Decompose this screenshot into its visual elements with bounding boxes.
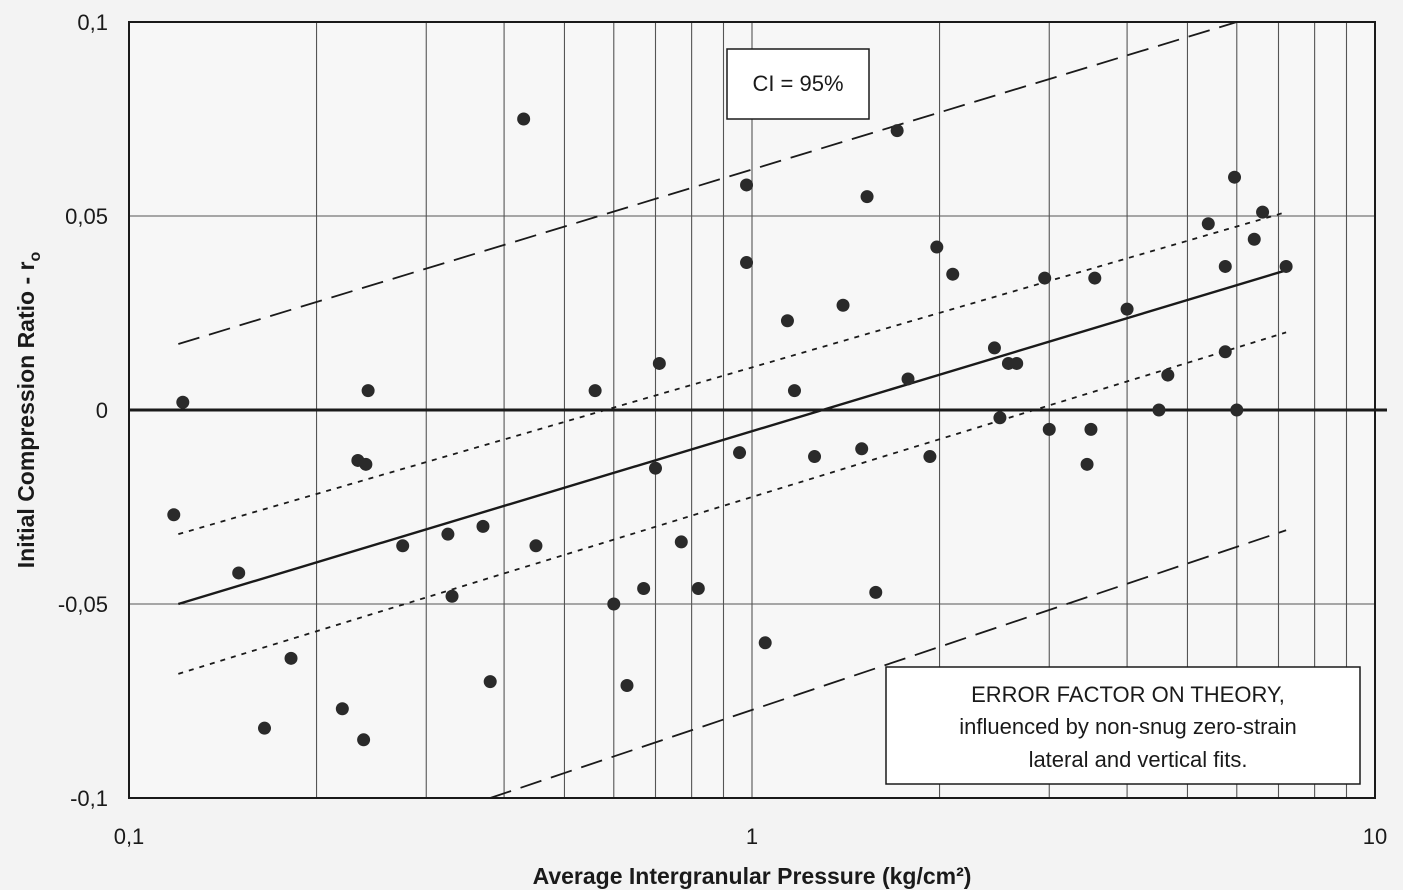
data-point xyxy=(361,384,375,398)
data-point xyxy=(476,519,490,533)
data-point xyxy=(441,527,455,541)
data-point xyxy=(787,384,801,398)
data-point xyxy=(987,341,1001,355)
data-point xyxy=(901,372,915,386)
y-tick-label: 0,1 xyxy=(77,10,108,35)
data-point xyxy=(808,450,822,464)
y-tick-label: -0,1 xyxy=(70,786,108,811)
data-point xyxy=(357,733,371,747)
data-point xyxy=(1120,302,1134,316)
x-tick-label: 0,1 xyxy=(114,824,145,849)
data-point xyxy=(836,298,850,312)
prediction-lower-line xyxy=(489,529,1287,799)
data-point xyxy=(740,256,754,270)
y-axis-label-subscript: o xyxy=(27,252,44,262)
note-line-2: influenced by non-snug zero-strain xyxy=(959,714,1297,739)
data-point xyxy=(648,461,662,475)
data-point xyxy=(529,539,543,553)
note-box: ERROR FACTOR ON THEORY, influenced by no… xyxy=(885,666,1361,785)
data-point xyxy=(780,314,794,328)
data-point xyxy=(1247,232,1261,246)
data-point xyxy=(1084,422,1098,436)
data-point xyxy=(890,124,904,138)
data-point xyxy=(1080,457,1094,471)
data-point xyxy=(758,636,772,650)
data-point xyxy=(1218,345,1232,359)
confidence-upper-line xyxy=(178,211,1287,536)
ci-label: CI = 95% xyxy=(752,71,843,96)
data-point xyxy=(167,508,181,522)
data-point xyxy=(588,384,602,398)
note-line-3: lateral and vertical fits. xyxy=(1029,747,1248,772)
data-point xyxy=(359,457,373,471)
data-point xyxy=(483,675,497,689)
prediction-upper-line xyxy=(178,21,1238,345)
ci-box: CI = 95% xyxy=(726,48,870,120)
y-axis-label: Initial Compression Ratio - ro xyxy=(13,252,44,569)
data-point xyxy=(1228,170,1242,184)
data-point xyxy=(923,450,937,464)
note-line-1: ERROR FACTOR ON THEORY, xyxy=(971,682,1285,707)
trend-lines xyxy=(177,21,1287,799)
data-point xyxy=(257,721,271,735)
data-point xyxy=(993,411,1007,425)
data-point xyxy=(1279,259,1293,273)
data-point xyxy=(1152,403,1166,417)
data-point xyxy=(607,597,621,611)
data-point xyxy=(855,442,869,456)
data-point xyxy=(232,566,246,580)
y-tick-label: 0 xyxy=(96,398,108,423)
data-point xyxy=(517,112,531,126)
data-point xyxy=(691,581,705,595)
data-point xyxy=(1088,271,1102,285)
data-point xyxy=(740,178,754,192)
data-point xyxy=(869,585,883,599)
data-point xyxy=(1201,217,1215,231)
y-tick-label: 0,05 xyxy=(65,204,108,229)
x-axis-label: Average Intergranular Pressure (kg/cm²) xyxy=(533,863,972,889)
data-point xyxy=(1256,205,1270,219)
data-point xyxy=(1042,422,1056,436)
data-point xyxy=(637,581,651,595)
x-tick-label: 1 xyxy=(746,824,758,849)
data-point xyxy=(176,395,190,409)
data-point xyxy=(1230,403,1244,417)
data-point xyxy=(652,356,666,370)
data-point xyxy=(396,539,410,553)
data-point xyxy=(930,240,944,254)
tick-labels: 0,10,050-0,05-0,10,1 1 10 xyxy=(58,10,1387,849)
data-point xyxy=(860,190,874,204)
data-point xyxy=(1218,259,1232,273)
data-point xyxy=(284,651,298,665)
data-point xyxy=(1010,356,1024,370)
data-point xyxy=(445,589,459,603)
data-point xyxy=(335,702,349,716)
data-points xyxy=(167,112,1293,747)
data-point xyxy=(1038,271,1052,285)
data-point xyxy=(1161,368,1175,382)
y-tick-label: -0,05 xyxy=(58,592,108,617)
data-point xyxy=(946,267,960,281)
data-point xyxy=(620,678,634,692)
plot-frame xyxy=(128,21,1376,799)
data-point xyxy=(733,446,747,460)
y-axis-label-main: Initial Compression Ratio - r xyxy=(13,261,39,568)
regression-line xyxy=(177,269,1287,606)
data-point xyxy=(674,535,688,549)
x-tick-label: 10 xyxy=(1363,824,1387,849)
